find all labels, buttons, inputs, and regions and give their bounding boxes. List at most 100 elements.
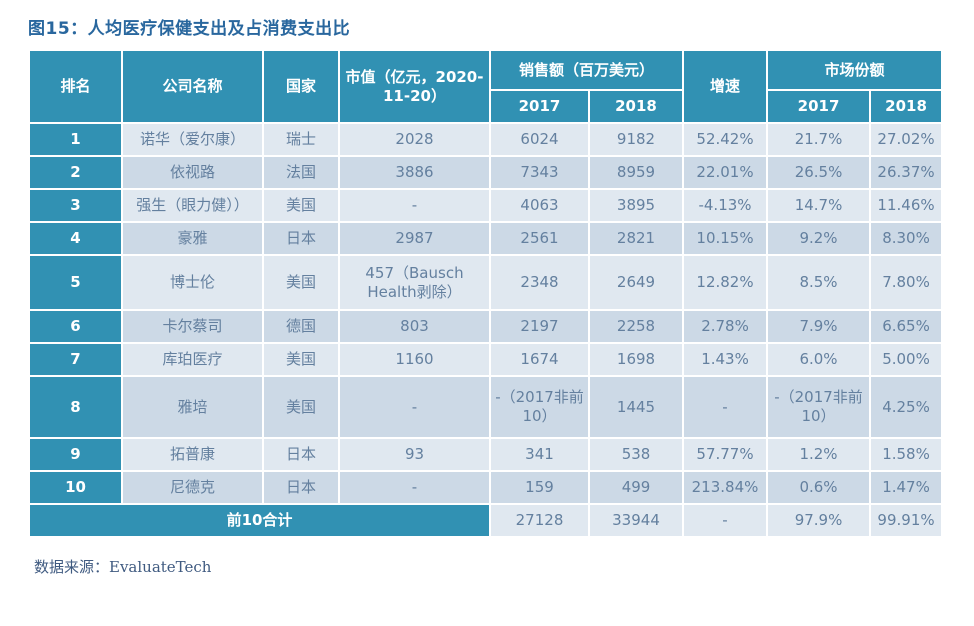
table-row: 9 拓普康 日本 93 341 538 57.77% 1.2% 1.58%: [30, 439, 942, 470]
col-header-company: 公司名称: [123, 51, 262, 122]
company-cell: 卡尔蔡司: [123, 311, 262, 342]
sales-2017-cell: 159: [491, 472, 588, 503]
sales-2018-cell: 9182: [590, 124, 683, 155]
table-row: 4 豪雅 日本 2987 2561 2821 10.15% 9.2% 8.30%: [30, 223, 942, 254]
sales-2018-cell: 499: [590, 472, 683, 503]
sales-2017-cell: 4063: [491, 190, 588, 221]
col-header-rank: 排名: [30, 51, 121, 122]
growth-cell: 12.82%: [684, 256, 767, 309]
table-row: 2 依视路 法国 3886 7343 8959 22.01% 26.5% 26.…: [30, 157, 942, 188]
share-2017-cell: 0.6%: [768, 472, 870, 503]
sales-2018-cell: 3895: [590, 190, 683, 221]
share-2018-cell: 6.65%: [871, 311, 942, 342]
rank-cell: 6: [30, 311, 121, 342]
market-cap-cell: 803: [340, 311, 489, 342]
col-header-share-group: 市场份额: [768, 51, 942, 89]
share-2018-cell: 7.80%: [871, 256, 942, 309]
page-title: 图15：人均医疗保健支出及占消费支出比: [28, 19, 351, 39]
share-2018-cell: 26.37%: [871, 157, 942, 188]
market-cap-cell: 3886: [340, 157, 489, 188]
share-2018-cell: 11.46%: [871, 190, 942, 221]
growth-cell: -: [684, 377, 767, 437]
company-cell: 诺华（爱尔康）: [123, 124, 262, 155]
col-header-sales-group: 销售额（百万美元）: [491, 51, 683, 89]
growth-cell: 52.42%: [684, 124, 767, 155]
share-2017-cell: 6.0%: [768, 344, 870, 375]
rank-cell: 9: [30, 439, 121, 470]
share-2017-cell: 9.2%: [768, 223, 870, 254]
sales-2017-cell: 2348: [491, 256, 588, 309]
share-2017-cell: 21.7%: [768, 124, 870, 155]
share-2018-cell: 1.58%: [871, 439, 942, 470]
sales-2017-cell: 341: [491, 439, 588, 470]
sales-2017-cell: 6024: [491, 124, 588, 155]
company-cell: 雅培: [123, 377, 262, 437]
country-cell: 美国: [264, 190, 338, 221]
total-share-2018-cell: 99.91%: [871, 505, 942, 536]
company-cell: 豪雅: [123, 223, 262, 254]
report-table: 排名 公司名称 国家 市值（亿元，2020-11-20） 销售额（百万美元） 增…: [28, 49, 943, 538]
table-row: 6 卡尔蔡司 德国 803 2197 2258 2.78% 7.9% 6.65%: [30, 311, 942, 342]
company-cell: 尼德克: [123, 472, 262, 503]
total-sales-2018-cell: 33944: [590, 505, 683, 536]
rank-cell: 4: [30, 223, 121, 254]
col-header-share-2018: 2018: [871, 91, 942, 122]
share-2017-cell: 8.5%: [768, 256, 870, 309]
company-cell: 库珀医疗: [123, 344, 262, 375]
growth-cell: 1.43%: [684, 344, 767, 375]
col-header-market-cap: 市值（亿元，2020-11-20）: [340, 51, 489, 122]
growth-cell: 2.78%: [684, 311, 767, 342]
sales-2018-cell: 1445: [590, 377, 683, 437]
table-row: 8 雅培 美国 - -（2017非前10） 1445 - -（2017非前10）…: [30, 377, 942, 437]
sales-2017-cell: 7343: [491, 157, 588, 188]
market-cap-cell: -: [340, 472, 489, 503]
share-2018-cell: 1.47%: [871, 472, 942, 503]
market-cap-cell: -: [340, 190, 489, 221]
country-cell: 美国: [264, 377, 338, 437]
market-cap-cell: 2028: [340, 124, 489, 155]
country-cell: 日本: [264, 439, 338, 470]
col-header-sales-2018: 2018: [590, 91, 683, 122]
growth-cell: -4.13%: [684, 190, 767, 221]
company-cell: 强生（眼力健））: [123, 190, 262, 221]
sales-2018-cell: 2649: [590, 256, 683, 309]
table-row: 3 强生（眼力健）） 美国 - 4063 3895 -4.13% 14.7% 1…: [30, 190, 942, 221]
company-cell: 博士伦: [123, 256, 262, 309]
sales-2018-cell: 1698: [590, 344, 683, 375]
market-cap-cell: 93: [340, 439, 489, 470]
rank-cell: 7: [30, 344, 121, 375]
country-cell: 日本: [264, 472, 338, 503]
growth-cell: 22.01%: [684, 157, 767, 188]
sales-2017-cell: 2197: [491, 311, 588, 342]
share-2017-cell: 26.5%: [768, 157, 870, 188]
table-row: 7 库珀医疗 美国 1160 1674 1698 1.43% 6.0% 5.00…: [30, 344, 942, 375]
growth-cell: 10.15%: [684, 223, 767, 254]
country-cell: 法国: [264, 157, 338, 188]
share-2017-cell: 1.2%: [768, 439, 870, 470]
market-cap-cell: 1160: [340, 344, 489, 375]
country-cell: 美国: [264, 256, 338, 309]
rank-cell: 5: [30, 256, 121, 309]
col-header-share-2017: 2017: [768, 91, 870, 122]
sales-2018-cell: 538: [590, 439, 683, 470]
sales-2017-cell: 1674: [491, 344, 588, 375]
growth-cell: 213.84%: [684, 472, 767, 503]
sales-2018-cell: 8959: [590, 157, 683, 188]
market-cap-cell: 2987: [340, 223, 489, 254]
rank-cell: 10: [30, 472, 121, 503]
country-cell: 日本: [264, 223, 338, 254]
col-header-sales-2017: 2017: [491, 91, 588, 122]
total-growth-cell: -: [684, 505, 767, 536]
country-cell: 德国: [264, 311, 338, 342]
sales-2017-cell: 2561: [491, 223, 588, 254]
total-label-cell: 前10合计: [30, 505, 489, 536]
market-cap-cell: 457（Bausch Health剥除）: [340, 256, 489, 309]
table-row: 10 尼德克 日本 - 159 499 213.84% 0.6% 1.47%: [30, 472, 942, 503]
table-row: 5 博士伦 美国 457（Bausch Health剥除） 2348 2649 …: [30, 256, 942, 309]
total-row: 前10合计 27128 33944 - 97.9% 99.91%: [30, 505, 942, 536]
growth-cell: 57.77%: [684, 439, 767, 470]
share-2018-cell: 5.00%: [871, 344, 942, 375]
company-cell: 依视路: [123, 157, 262, 188]
data-source: 数据来源：EvaluateTech: [34, 558, 212, 576]
sales-2018-cell: 2258: [590, 311, 683, 342]
